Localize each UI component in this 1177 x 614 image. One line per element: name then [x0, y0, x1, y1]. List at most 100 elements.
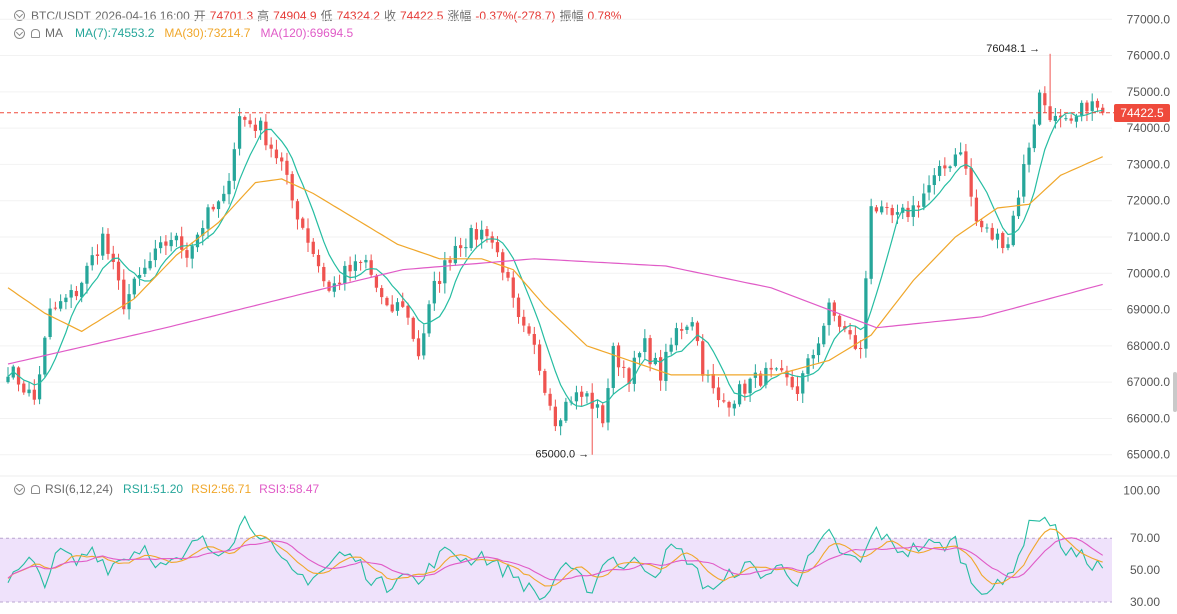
rsi-bell-icon[interactable] — [31, 484, 40, 494]
candle-body — [795, 386, 800, 394]
candle-body — [1053, 115, 1057, 121]
candle-body — [937, 166, 942, 176]
candle-body — [701, 341, 705, 376]
candles — [6, 53, 1105, 455]
candle-body — [627, 368, 631, 384]
candle-body — [22, 383, 26, 393]
candle-body — [611, 345, 615, 388]
candle-body — [527, 326, 531, 334]
ma7-label: MA(7):74553.2 — [75, 26, 155, 40]
candle-body — [153, 248, 157, 261]
candle-body — [780, 368, 784, 371]
candle-body — [664, 351, 668, 381]
candle-body — [1022, 164, 1026, 197]
candle-body — [811, 354, 815, 359]
candle-body — [885, 207, 889, 209]
candle-body — [448, 259, 452, 263]
candle-body — [164, 241, 168, 246]
price-tick-label: 72000.0 — [1127, 194, 1171, 208]
candle-body — [1101, 107, 1105, 113]
candle-body — [816, 343, 821, 356]
candle-body — [143, 267, 147, 274]
candle-body — [132, 278, 136, 295]
rsi3-label: RSI3:58.47 — [259, 482, 320, 496]
candle-body — [485, 229, 489, 237]
candle-body — [159, 242, 163, 249]
candle-body — [169, 239, 173, 247]
candle-body — [85, 265, 89, 284]
candle-body — [990, 227, 994, 240]
candle-body — [685, 326, 689, 331]
candle-body — [195, 234, 200, 248]
candle-body — [380, 288, 384, 298]
rsi-line-1 — [7, 515, 1104, 601]
candle-body — [369, 260, 373, 275]
candle-body — [764, 367, 768, 385]
price-grid — [0, 18, 1112, 456]
price-tick-label: 67000.0 — [1127, 375, 1171, 389]
candle-body — [927, 185, 931, 193]
rsi-tick-label: 70.00 — [1130, 531, 1160, 545]
candle-body — [364, 259, 368, 263]
candle-body — [1011, 215, 1015, 246]
candle-body — [359, 261, 363, 263]
candle-body — [595, 404, 600, 408]
scroll-handle[interactable] — [1173, 372, 1177, 412]
candle-body — [53, 307, 57, 309]
current-price-tag: 74422.5 — [1114, 104, 1170, 122]
candle-body — [864, 278, 868, 349]
candle-body — [122, 279, 126, 310]
candle-body — [95, 254, 100, 256]
candle-body — [727, 402, 731, 408]
rsi-collapse-icon[interactable] — [14, 483, 25, 495]
candle-body — [27, 389, 31, 394]
candle-body — [280, 157, 284, 162]
candle-body — [601, 405, 605, 424]
candle-body — [822, 325, 826, 345]
candle-body — [422, 333, 426, 356]
candle-body — [395, 302, 400, 311]
candle-body — [1090, 101, 1094, 111]
price-tick-label: 69000.0 — [1127, 303, 1171, 317]
candle-body — [316, 254, 321, 267]
collapse-icon[interactable] — [14, 10, 25, 21]
candle-body — [532, 333, 536, 345]
candle-body — [295, 201, 300, 220]
rsi-tick-label: 50.00 — [1130, 563, 1160, 577]
bell-icon[interactable] — [31, 28, 40, 38]
candle-body — [495, 242, 500, 253]
candle-body — [985, 227, 989, 229]
candle-body — [622, 366, 626, 368]
candle-body — [953, 154, 957, 166]
price-tick-label: 76000.0 — [1127, 49, 1171, 63]
candle-body — [674, 328, 679, 346]
candle-body — [606, 388, 610, 423]
price-tick-label: 68000.0 — [1127, 339, 1171, 353]
candle-body — [632, 357, 636, 384]
candle-body — [943, 165, 947, 169]
candle-body — [659, 357, 663, 381]
rsi-band-fill — [0, 538, 1112, 603]
candle-body — [522, 316, 526, 326]
candle-body — [274, 149, 279, 159]
candle-body — [264, 121, 268, 146]
candle-body — [874, 207, 879, 212]
candle-body — [1074, 116, 1079, 122]
candle-body — [453, 245, 457, 264]
candle-body — [590, 392, 594, 409]
candle-body — [969, 167, 973, 197]
candle-body — [43, 337, 47, 375]
ma-collapse-icon[interactable] — [14, 27, 25, 39]
candle-body — [548, 393, 552, 406]
ma-legend: MA MA(7):74553.2 MA(30):73214.7 MA(120):… — [14, 26, 353, 40]
candle-body — [322, 266, 326, 282]
candle-body — [253, 124, 257, 131]
candle-body — [101, 233, 105, 256]
candle-body — [585, 393, 589, 397]
candle-body — [69, 290, 73, 298]
candle-body — [74, 290, 79, 297]
candle-body — [59, 301, 63, 309]
candle-body — [743, 383, 747, 394]
price-tick-label: 70000.0 — [1127, 266, 1171, 280]
